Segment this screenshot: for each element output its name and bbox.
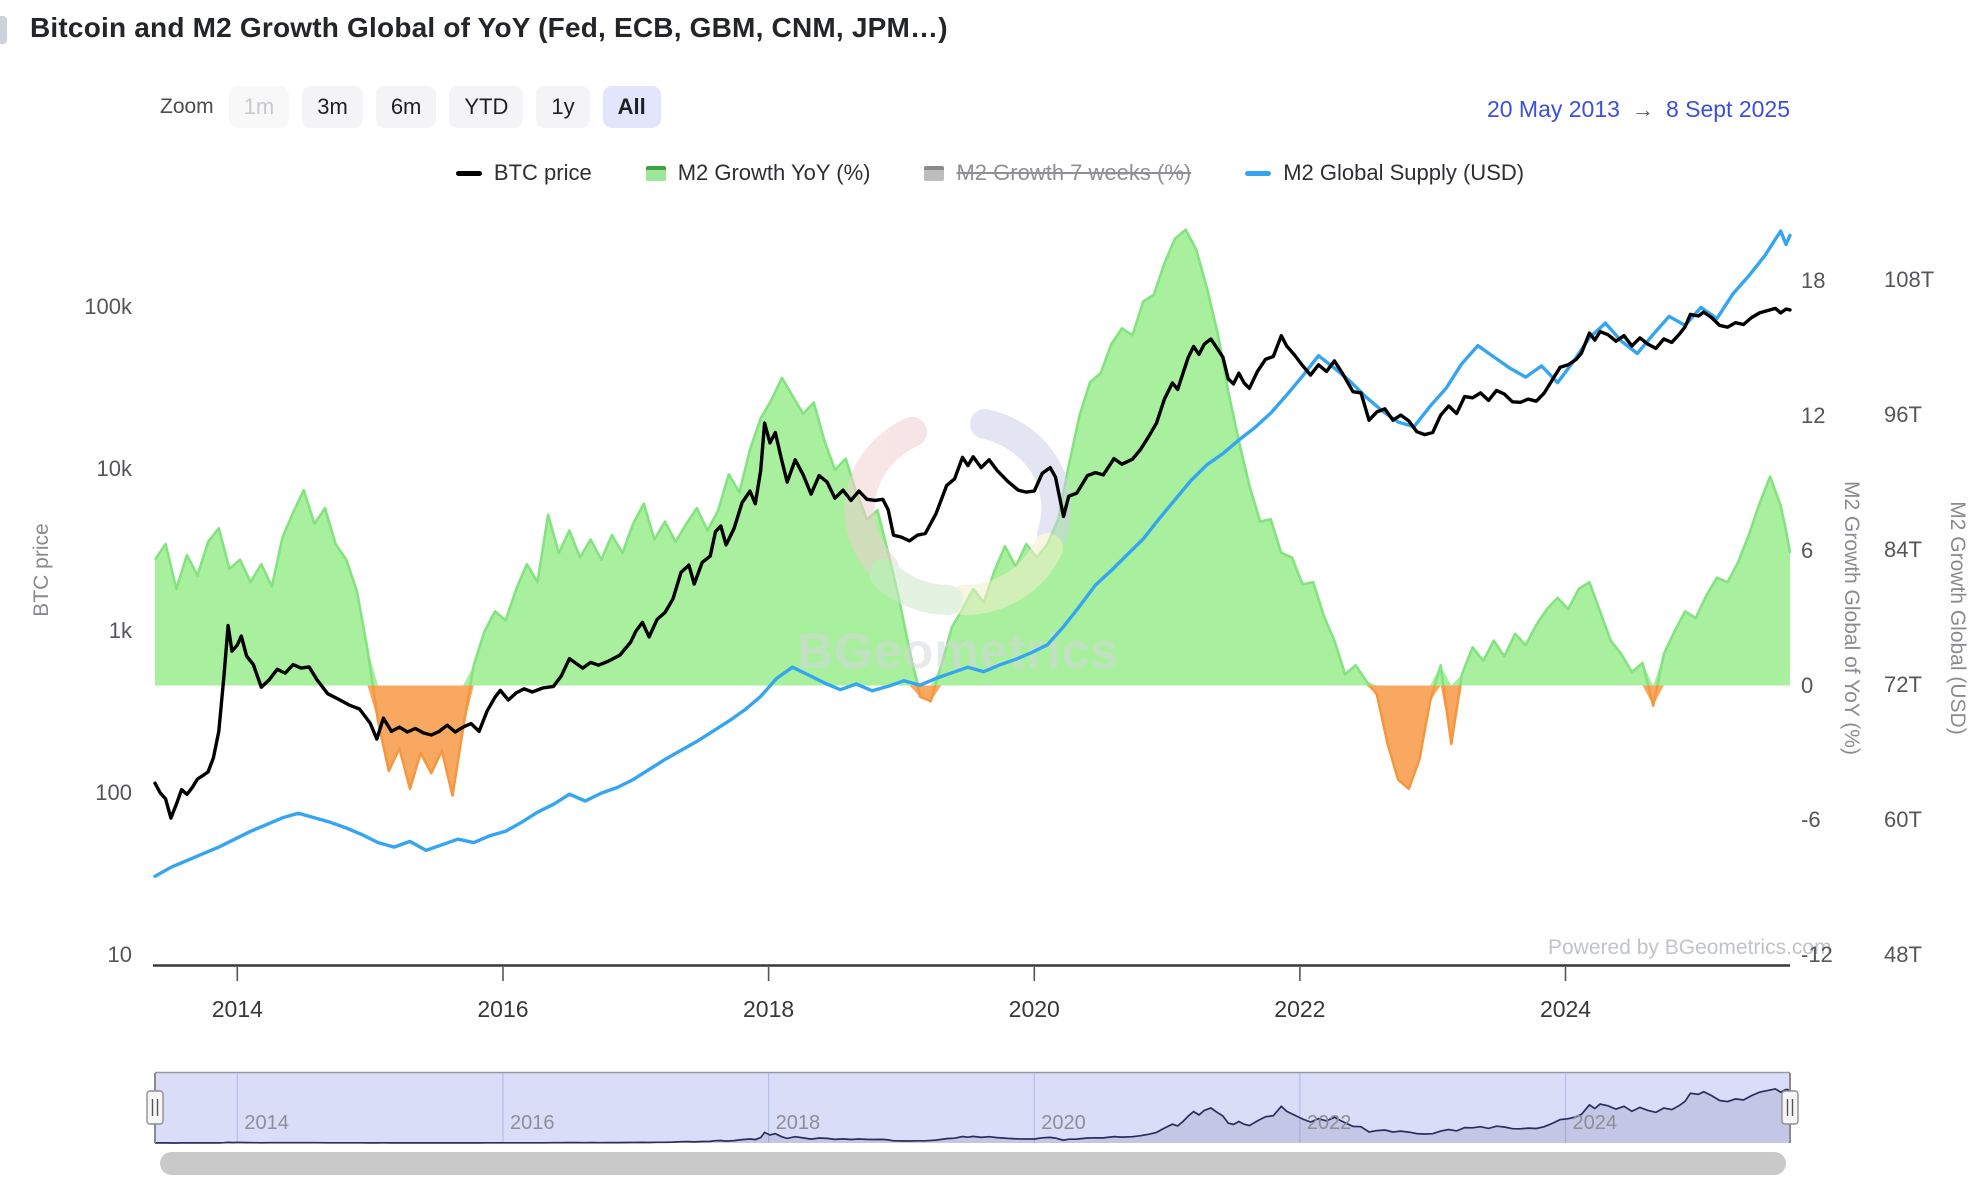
right-usd-axis-tick: 48T [1884, 942, 1922, 967]
legend-line-marker [455, 170, 482, 176]
legend-item-label: M2 Growth 7 weeks (%) [956, 160, 1192, 185]
x-axis-year-label: 2014 [211, 996, 263, 1022]
zoom-button-1y[interactable]: 1y [536, 86, 590, 128]
legend: BTC price M2 Growth YoY (%) M2 Growth 7 we… [0, 160, 1980, 186]
right-usd-axis-tick: 60T [1884, 807, 1922, 833]
legend-area-marker [645, 165, 666, 181]
navigator-selected-range[interactable] [155, 1073, 1790, 1143]
m2-growth-negative-area [155, 685, 1790, 796]
right-pct-axis-tick: 0 [1801, 672, 1814, 698]
right-usd-axis-tick: 72T [1884, 672, 1922, 698]
right-pct-axis-tick: 6 [1801, 537, 1814, 563]
date-range: 20 May 2013 → 8 Sept 2025 [1487, 96, 1790, 123]
legend-line-marker [1245, 170, 1272, 176]
x-axis-year-label: 2022 [1274, 996, 1326, 1022]
scrollbar-thumb[interactable] [160, 1152, 1786, 1175]
watermark-logo-petal [949, 533, 1063, 615]
watermark-logo-petal [869, 559, 963, 615]
legend-item-label: M2 Global Supply (USD) [1283, 160, 1525, 185]
zoom-button-3m[interactable]: 3m [302, 86, 363, 128]
right-pct-axis-tick: 12 [1801, 403, 1826, 428]
x-axis-year-label: 2020 [1008, 996, 1060, 1022]
m2-growth-negative-edge [371, 684, 1659, 797]
legend-area-marker [924, 165, 945, 181]
date-to[interactable]: 8 Sept 2025 [1665, 96, 1790, 122]
right-usd-axis-title: M2 Growth Global (USD) [1946, 501, 1969, 735]
legend-item-label: BTC price [493, 160, 592, 185]
m2-supply-line [153, 229, 1792, 878]
left-axis-tick: 100 [95, 780, 132, 805]
left-axis-tick: 10 [107, 942, 132, 967]
legend-item-0[interactable]: BTC price [455, 160, 592, 186]
m2-growth-positive-area [155, 229, 1790, 686]
date-from[interactable]: 20 May 2013 [1486, 96, 1620, 122]
zoom-button-ytd[interactable]: YTD [449, 86, 524, 128]
left-axis-tick: 100k [84, 294, 132, 319]
x-axis-year-label: 2016 [477, 996, 529, 1022]
navigator-year-label: 2020 [1041, 1112, 1086, 1134]
navigator-year-label: 2018 [775, 1112, 821, 1134]
navigator-year-label: 2024 [1572, 1112, 1618, 1134]
legend-item-label: M2 Growth YoY (%) [677, 160, 871, 185]
right-pct-axis-tick: -12 [1801, 941, 1833, 967]
navigator-year-label: 2016 [509, 1112, 555, 1134]
zoom-label: Zoom [160, 95, 214, 118]
x-axis-year-label: 2018 [743, 996, 795, 1022]
x-axis-year-label: 2024 [1539, 996, 1592, 1022]
navigator-handle-left[interactable] [146, 1090, 164, 1125]
left-axis-tick: 10k [96, 456, 132, 481]
arrow-right-icon: → [1631, 96, 1654, 122]
zoom-toolbar: Zoom 1m 3m 6m YTD 1y All [160, 86, 661, 128]
zoom-button-6m[interactable]: 6m [375, 86, 437, 128]
zoom-button-all[interactable]: All [602, 86, 661, 128]
legend-item-2[interactable]: M2 Growth 7 weeks (%) [924, 160, 1191, 186]
powered-by-credits[interactable]: Powered by BGeometrics.com [1548, 936, 1832, 959]
legend-item-3[interactable]: M2 Global Supply (USD) [1245, 160, 1524, 186]
navigator-year-label: 2022 [1306, 1112, 1352, 1134]
navigator-handle-right[interactable] [1781, 1090, 1799, 1125]
left-axis-tick: 1k [108, 618, 132, 643]
navigator-series-line [155, 1087, 1791, 1144]
m2-growth-positive-edge [153, 228, 1792, 687]
right-pct-axis-title: M2 Growth Global of YoY (%) [1840, 481, 1863, 755]
window-edge-artifact [0, 16, 7, 44]
navigator-series-area [155, 1088, 1790, 1143]
right-pct-axis-tick: -6 [1801, 807, 1821, 833]
left-axis-title: BTC price [30, 523, 53, 617]
right-usd-axis-tick: 96T [1884, 402, 1922, 428]
navigator-year-label: 2014 [244, 1112, 289, 1134]
watermark-logo-petal [970, 409, 1072, 549]
right-pct-axis-tick: 18 [1801, 268, 1826, 294]
zoom-button-1m: 1m [228, 86, 290, 128]
right-usd-axis-tick: 84T [1884, 537, 1922, 563]
page-title: Bitcoin and M2 Growth Global of YoY (Fed… [30, 12, 948, 43]
legend-item-1[interactable]: M2 Growth YoY (%) [645, 160, 871, 186]
right-usd-axis-tick: 108T [1884, 267, 1935, 293]
btc-price-line [153, 306, 1792, 820]
